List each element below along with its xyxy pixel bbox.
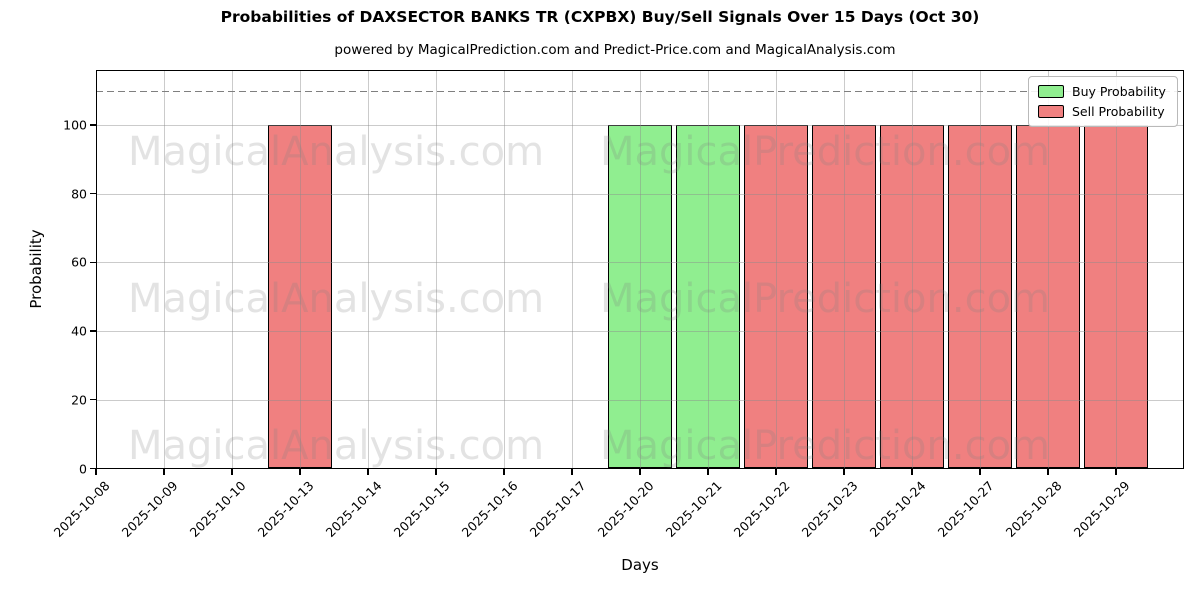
y-tick-label: 20 xyxy=(71,392,87,408)
y-tick-label: 0 xyxy=(79,461,87,476)
legend-label: Buy Probability xyxy=(1072,84,1166,99)
x-tick-label: 2025-10-23 xyxy=(798,477,861,540)
x-tick-mark xyxy=(231,468,233,475)
legend-item: Sell Probability xyxy=(1038,104,1168,119)
x-tick-label: 2025-10-08 xyxy=(50,477,113,540)
y-tick-mark xyxy=(90,399,96,401)
vertical-gridline xyxy=(912,70,913,469)
x-tick-label: 2025-10-14 xyxy=(322,477,385,540)
x-tick-label: 2025-10-24 xyxy=(866,477,929,540)
x-tick-mark xyxy=(1115,468,1117,475)
x-tick-mark xyxy=(571,468,573,475)
watermark-text: MagicalPrediction.com xyxy=(600,276,1050,322)
x-tick-mark xyxy=(95,468,97,475)
dashed-threshold-line xyxy=(96,90,1184,92)
vertical-gridline xyxy=(164,70,165,469)
watermark-text: MagicalAnalysis.com xyxy=(128,423,545,469)
vertical-gridline xyxy=(640,70,641,469)
vertical-gridline xyxy=(572,70,573,469)
x-tick-label: 2025-10-27 xyxy=(934,477,997,540)
vertical-gridline xyxy=(980,70,981,469)
x-tick-mark xyxy=(367,468,369,475)
vertical-gridline xyxy=(436,70,437,469)
vertical-gridline xyxy=(708,70,709,469)
x-tick-label: 2025-10-17 xyxy=(526,477,589,540)
probability-bar xyxy=(268,124,332,469)
vertical-gridline xyxy=(368,70,369,469)
y-tick-label: 80 xyxy=(71,186,87,202)
watermark-text: MagicalPrediction.com xyxy=(600,423,1050,469)
probability-bar xyxy=(608,124,672,469)
chart-subtitle: powered by MagicalPrediction.com and Pre… xyxy=(334,42,896,58)
vertical-gridline xyxy=(844,70,845,469)
x-tick-mark xyxy=(435,468,437,475)
y-tick-mark xyxy=(90,330,96,332)
y-tick-mark xyxy=(90,261,96,263)
horizontal-gridline xyxy=(96,193,1184,195)
y-tick-mark xyxy=(90,467,96,470)
legend: Buy Probability Sell Probability xyxy=(1028,76,1178,127)
x-tick-label: 2025-10-10 xyxy=(186,477,249,540)
vertical-gridline xyxy=(1048,70,1049,469)
x-tick-mark xyxy=(163,468,165,475)
x-tick-label: 2025-10-28 xyxy=(1002,477,1065,540)
y-tick-label: 100 xyxy=(63,117,87,133)
vertical-gridline xyxy=(300,70,301,469)
vertical-gridline xyxy=(1116,70,1117,469)
horizontal-gridline xyxy=(96,124,1184,126)
x-tick-label: 2025-10-09 xyxy=(118,477,181,540)
x-tick-mark xyxy=(911,468,913,475)
legend-label: Sell Probability xyxy=(1072,104,1165,119)
vertical-gridline xyxy=(232,70,233,469)
x-tick-mark xyxy=(979,468,981,475)
chart-title: Probabilities of DAXSECTOR BANKS TR (CXP… xyxy=(220,8,980,26)
horizontal-gridline xyxy=(96,331,1184,333)
horizontal-gridline xyxy=(96,399,1184,401)
probability-bar xyxy=(812,124,876,469)
x-tick-label: 2025-10-21 xyxy=(662,477,725,540)
x-tick-mark xyxy=(775,468,777,475)
y-tick-mark xyxy=(90,193,96,195)
x-tick-label: 2025-10-22 xyxy=(730,477,793,540)
probability-bar xyxy=(948,124,1012,469)
legend-item: Buy Probability xyxy=(1038,84,1168,99)
x-tick-mark xyxy=(1047,468,1049,475)
buy-swatch-icon xyxy=(1038,85,1064,98)
probability-bar xyxy=(744,124,808,469)
x-axis-label: Days xyxy=(621,556,659,574)
y-tick-label: 40 xyxy=(71,323,87,339)
y-tick-mark xyxy=(90,124,96,126)
x-tick-mark xyxy=(843,468,845,475)
watermark-text: MagicalAnalysis.com xyxy=(128,129,545,175)
x-tick-mark xyxy=(299,468,301,475)
vertical-gridline xyxy=(776,70,777,469)
x-tick-label: 2025-10-15 xyxy=(390,477,453,540)
x-tick-label: 2025-10-29 xyxy=(1070,477,1133,540)
x-tick-label: 2025-10-16 xyxy=(458,477,521,540)
y-tick-label: 60 xyxy=(71,254,87,270)
probability-bar xyxy=(880,124,944,469)
x-tick-mark xyxy=(639,468,641,475)
watermark-text: MagicalAnalysis.com xyxy=(128,276,545,322)
x-tick-mark xyxy=(503,468,505,475)
watermark-text: MagicalPrediction.com xyxy=(600,129,1050,175)
probability-bar xyxy=(1016,124,1080,469)
horizontal-gridline xyxy=(96,262,1184,264)
x-tick-label: 2025-10-13 xyxy=(254,477,317,540)
vertical-gridline xyxy=(504,70,505,469)
x-tick-label: 2025-10-20 xyxy=(594,477,657,540)
sell-swatch-icon xyxy=(1038,105,1064,118)
x-tick-mark xyxy=(707,468,709,475)
